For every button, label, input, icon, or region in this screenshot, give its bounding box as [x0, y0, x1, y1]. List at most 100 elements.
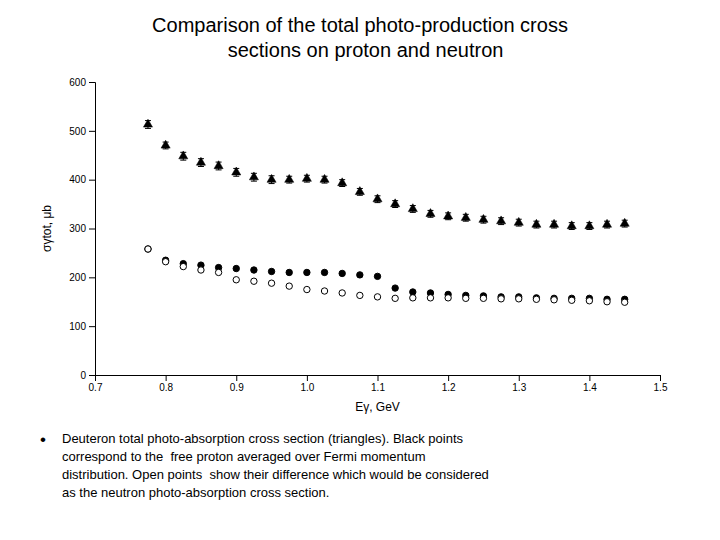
point — [357, 292, 363, 298]
x-tick-label: 1.1 — [371, 382, 385, 393]
y-tick-label: 300 — [69, 223, 86, 234]
x-tick-mark — [307, 375, 308, 381]
x-tick: 0.8 — [159, 375, 173, 393]
y-tick-label: 100 — [69, 321, 86, 332]
y-tick-mark — [89, 375, 95, 376]
y-tick-label: 500 — [69, 126, 86, 137]
point — [426, 209, 435, 217]
point — [479, 214, 488, 222]
point — [251, 267, 257, 273]
x-axis: 0.7 0.8 0.9 1.0 1.1 1.2 1.3 1.4 1.5 — [89, 375, 668, 393]
x-tick: 1.4 — [583, 375, 597, 393]
y-tick-label: 0 — [80, 370, 86, 381]
point — [143, 119, 152, 127]
point — [339, 270, 345, 276]
annotation-line: correspond to the free proton averaged o… — [62, 449, 425, 464]
x-tick: 1.5 — [654, 375, 668, 393]
point — [444, 211, 453, 219]
y-tick-label: 200 — [69, 272, 86, 283]
x-tick-label: 1.3 — [512, 382, 526, 393]
annotation-line: distribution. Open points show their dif… — [62, 467, 489, 482]
x-tick: 1.0 — [300, 375, 314, 393]
point — [286, 283, 292, 289]
title-line: sections on proton and neutron — [217, 39, 504, 61]
x-tick-label: 1.0 — [300, 382, 314, 393]
point — [145, 246, 151, 252]
y-tick-mark — [89, 326, 95, 327]
y-axis-line — [89, 83, 96, 376]
x-tick-mark — [519, 375, 520, 381]
x-tick-label: 1.2 — [442, 382, 456, 393]
y-tick-mark — [89, 82, 95, 83]
point — [514, 217, 523, 225]
point — [357, 272, 363, 278]
point — [355, 187, 364, 195]
point — [161, 140, 170, 148]
point — [463, 295, 469, 301]
series — [145, 246, 628, 303]
point — [391, 199, 400, 207]
y-tick: 600 — [69, 77, 95, 88]
point — [251, 278, 257, 284]
x-tick-label: 0.7 — [89, 382, 103, 393]
point — [304, 269, 310, 275]
x-axis-title: Eγ, GeV — [355, 400, 400, 414]
annotation-bullet: • — [40, 430, 46, 449]
point — [179, 151, 188, 159]
x-axis-line — [96, 376, 661, 382]
y-tick-mark — [89, 277, 95, 278]
x-tick-mark — [660, 375, 661, 381]
x-tick-mark — [236, 375, 237, 381]
point — [585, 221, 594, 229]
y-axis: 0 100 200 300 400 500 600 — [69, 77, 95, 381]
point — [233, 265, 239, 271]
series — [143, 119, 629, 229]
point — [497, 216, 506, 224]
x-tick-label: 1.4 — [583, 382, 597, 393]
y-tick-mark — [89, 180, 95, 181]
point — [392, 295, 398, 301]
point — [214, 161, 223, 169]
point — [620, 218, 629, 226]
x-tick-label: 1.5 — [654, 382, 668, 393]
point — [498, 296, 504, 302]
x-tick: 1.1 — [371, 375, 385, 393]
point — [550, 219, 559, 227]
point — [268, 280, 274, 286]
point — [427, 295, 433, 301]
point — [339, 290, 345, 296]
y-tick-mark — [89, 131, 95, 132]
y-tick: 0 — [80, 370, 95, 381]
y-tick: 400 — [69, 174, 95, 185]
point — [532, 219, 541, 227]
point — [604, 299, 610, 305]
annotation-line: Deuteron total photo-absorption cross se… — [62, 431, 464, 446]
point — [304, 286, 310, 292]
point — [410, 295, 416, 301]
point — [196, 157, 205, 165]
x-tick: 0.7 — [89, 375, 103, 393]
y-axis-title: σγtot, μb — [40, 205, 54, 252]
point — [621, 299, 627, 305]
point — [480, 295, 486, 301]
point — [321, 288, 327, 294]
point — [215, 269, 221, 275]
x-tick: 0.9 — [230, 375, 244, 393]
x-tick-mark — [448, 375, 449, 381]
series — [145, 246, 628, 306]
point — [285, 174, 294, 182]
x-tick-label: 0.9 — [230, 382, 244, 393]
marks — [143, 119, 629, 305]
point — [145, 246, 151, 252]
y-tick-label: 400 — [69, 174, 86, 185]
y-tick-mark — [89, 229, 95, 230]
x-tick: 1.3 — [512, 375, 526, 393]
point — [602, 219, 611, 227]
point — [373, 194, 382, 202]
chart: Comparison of the total photo-production… — [0, 0, 720, 540]
y-tick: 200 — [69, 272, 95, 283]
point — [408, 204, 417, 212]
point — [233, 277, 239, 283]
annotation: Deuteron total photo-absorption cross se… — [62, 431, 489, 500]
y-tick: 300 — [69, 223, 95, 234]
